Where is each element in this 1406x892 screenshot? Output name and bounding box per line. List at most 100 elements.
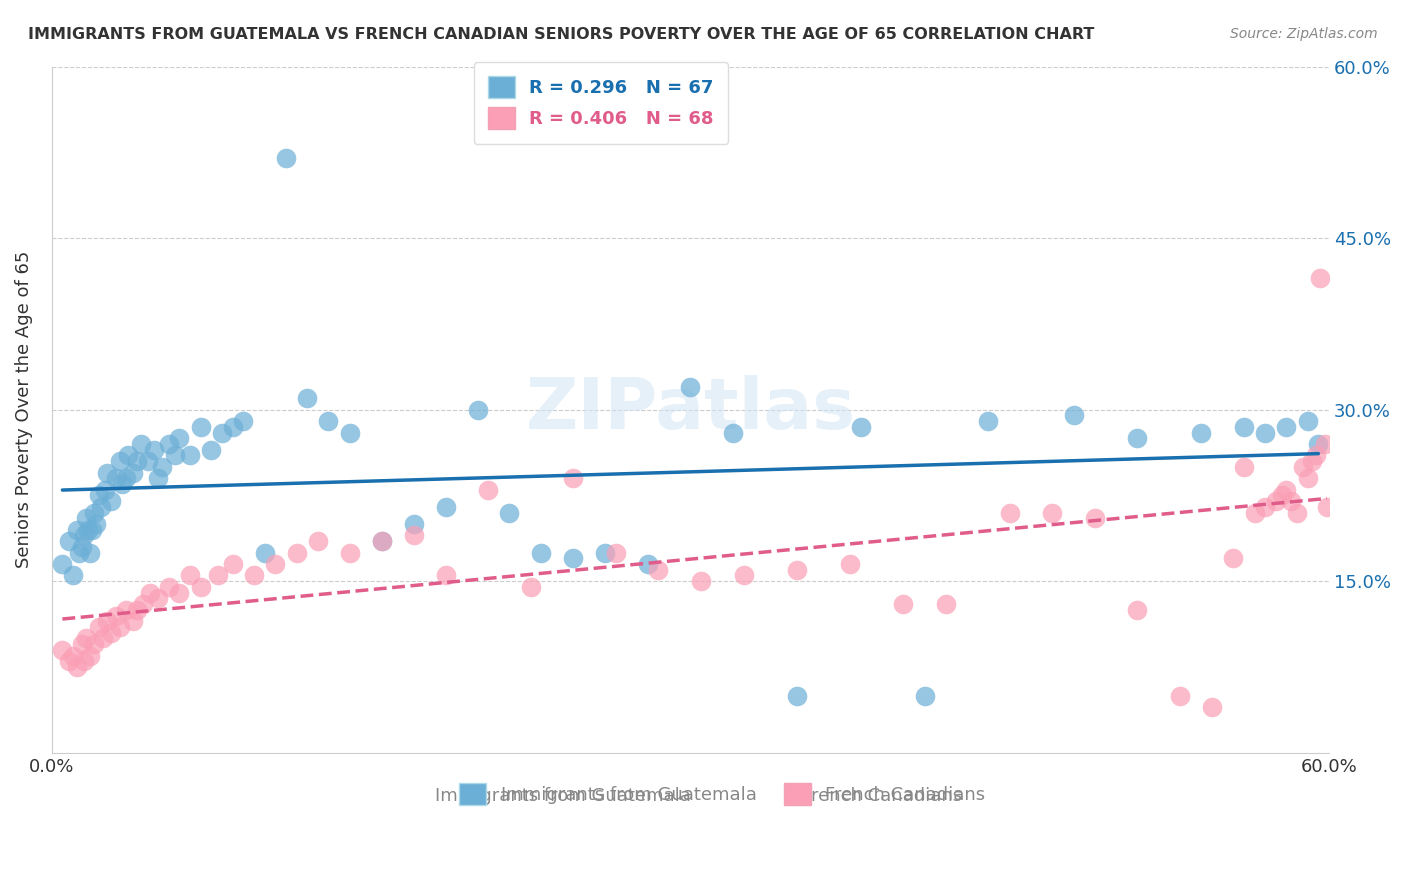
- Point: [733, 568, 755, 582]
- Point: [125, 454, 148, 468]
- Point: [79, 546, 101, 560]
- Point: [165, 449, 187, 463]
- Point: [82, 523, 104, 537]
- Point: [66, 523, 89, 537]
- Point: [1275, 420, 1298, 434]
- Point: [1271, 488, 1294, 502]
- Y-axis label: Seniors Poverty Over the Age of 65: Seniors Poverty Over the Age of 65: [15, 251, 32, 568]
- Text: French Canadians: French Canadians: [801, 787, 962, 805]
- Point: [1316, 500, 1339, 514]
- Point: [264, 557, 287, 571]
- Point: [179, 568, 201, 582]
- Point: [111, 477, 134, 491]
- Point: [1243, 506, 1265, 520]
- Point: [1264, 494, 1286, 508]
- Point: [90, 500, 112, 514]
- Point: [1309, 271, 1331, 285]
- Point: [96, 466, 118, 480]
- Point: [243, 568, 266, 582]
- Point: [104, 608, 127, 623]
- Point: [142, 442, 165, 457]
- Legend: R = 0.296   N = 67, R = 0.406   N = 68: R = 0.296 N = 67, R = 0.406 N = 68: [474, 62, 728, 144]
- Point: [169, 431, 191, 445]
- Point: [75, 632, 97, 646]
- Point: [129, 437, 152, 451]
- Point: [998, 506, 1021, 520]
- Point: [721, 425, 744, 440]
- Point: [914, 689, 936, 703]
- Point: [1301, 454, 1323, 468]
- Point: [562, 551, 585, 566]
- Point: [100, 625, 122, 640]
- Point: [157, 437, 180, 451]
- Point: [75, 511, 97, 525]
- Point: [402, 528, 425, 542]
- Point: [1286, 506, 1309, 520]
- Point: [786, 689, 808, 703]
- Point: [115, 603, 138, 617]
- Point: [91, 632, 114, 646]
- Point: [190, 580, 212, 594]
- Point: [121, 466, 143, 480]
- Point: [679, 380, 702, 394]
- Point: [190, 420, 212, 434]
- Point: [115, 471, 138, 485]
- Point: [1254, 500, 1277, 514]
- Point: [1305, 449, 1327, 463]
- Point: [157, 580, 180, 594]
- Point: [200, 442, 222, 457]
- Text: Source: ZipAtlas.com: Source: ZipAtlas.com: [1230, 27, 1378, 41]
- Point: [179, 449, 201, 463]
- Point: [79, 648, 101, 663]
- Point: [1308, 437, 1330, 451]
- Text: IMMIGRANTS FROM GUATEMALA VS FRENCH CANADIAN SENIORS POVERTY OVER THE AGE OF 65 : IMMIGRANTS FROM GUATEMALA VS FRENCH CANA…: [28, 27, 1094, 42]
- Point: [1040, 506, 1063, 520]
- Point: [690, 574, 713, 589]
- Point: [222, 557, 245, 571]
- Point: [83, 637, 105, 651]
- Point: [58, 654, 80, 668]
- Point: [66, 660, 89, 674]
- Point: [87, 488, 110, 502]
- Point: [1126, 431, 1149, 445]
- Point: [935, 597, 957, 611]
- Point: [73, 528, 96, 542]
- Point: [108, 454, 131, 468]
- Point: [839, 557, 862, 571]
- Point: [125, 603, 148, 617]
- Point: [530, 546, 553, 560]
- Point: [136, 454, 159, 468]
- Point: [1296, 471, 1319, 485]
- Point: [339, 425, 361, 440]
- Point: [77, 523, 100, 537]
- Point: [104, 471, 127, 485]
- Point: [891, 597, 914, 611]
- Point: [637, 557, 659, 571]
- Point: [562, 471, 585, 485]
- Point: [434, 568, 457, 582]
- Point: [222, 420, 245, 434]
- Point: [274, 151, 297, 165]
- Point: [977, 414, 1000, 428]
- Point: [96, 614, 118, 628]
- Point: [1201, 700, 1223, 714]
- Point: [1292, 459, 1315, 474]
- Point: [73, 654, 96, 668]
- Point: [1063, 409, 1085, 423]
- Point: [207, 568, 229, 582]
- Point: [434, 500, 457, 514]
- Point: [1168, 689, 1191, 703]
- Point: [1279, 494, 1302, 508]
- Text: Immigrants from Guatemala: Immigrants from Guatemala: [434, 787, 690, 805]
- Point: [467, 402, 489, 417]
- Point: [67, 546, 90, 560]
- Point: [87, 620, 110, 634]
- Point: [148, 591, 170, 606]
- Point: [1233, 420, 1256, 434]
- Point: [593, 546, 616, 560]
- Point: [100, 494, 122, 508]
- Point: [605, 546, 627, 560]
- Point: [402, 516, 425, 531]
- Point: [370, 534, 392, 549]
- Point: [786, 563, 808, 577]
